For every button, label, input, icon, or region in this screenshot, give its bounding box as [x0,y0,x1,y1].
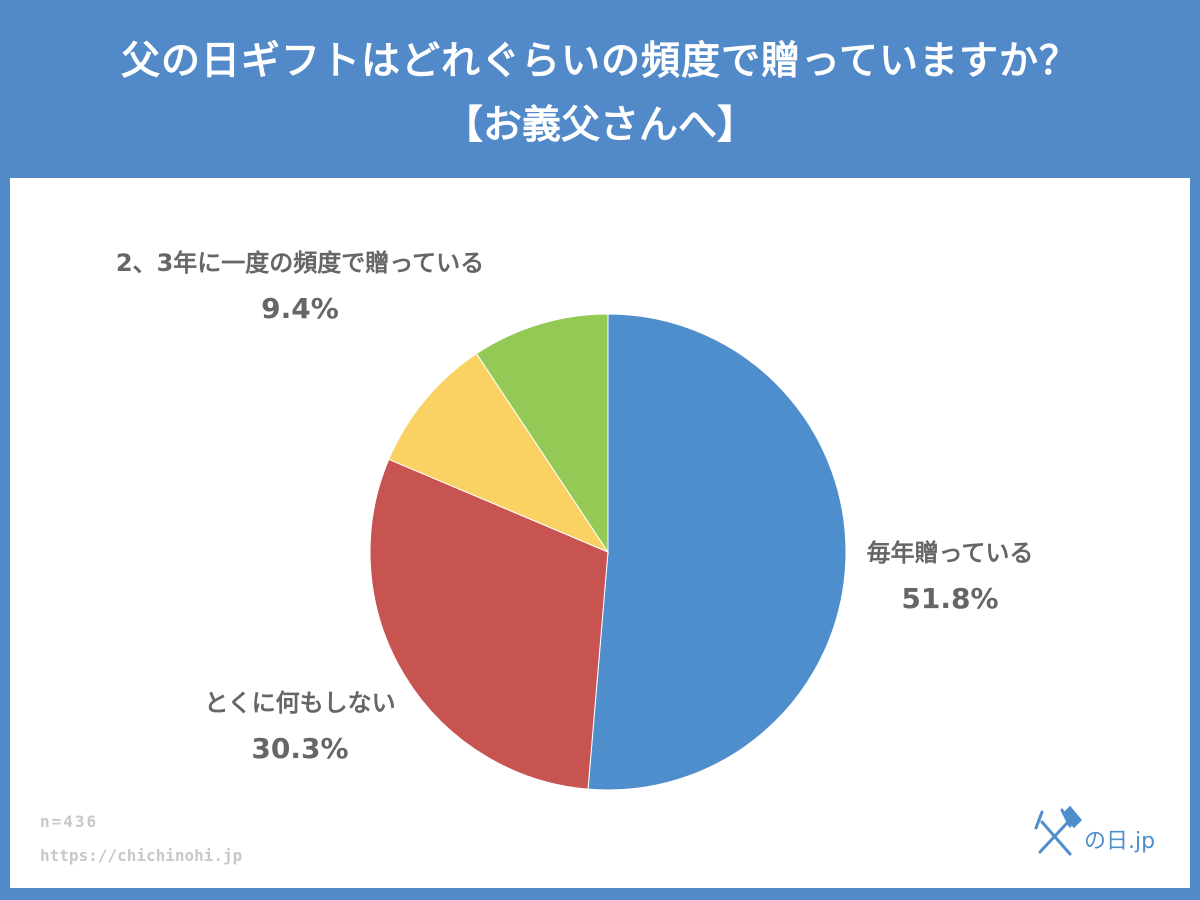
slice-label-every-few-years: 2、3年に一度の頻度で贈っている 9.4% [70,240,530,332]
slice-label-every-few-years-value: 9.4% [261,292,339,325]
source-url: https://chichinohi.jp [40,846,243,865]
chart-title: 父の日ギフトはどれぐらいの頻度で贈っていますか？ [120,39,1080,84]
slice-label-every-few-years-text: 2、3年に一度の頻度で贈っている [115,249,485,277]
slice-label-nothing-value: 30.3% [251,732,349,765]
pie-slice-nothing [369,458,609,790]
slice-label-every-year-text: 毎年贈っている [866,539,1034,567]
logo-text: の日.jp [1084,829,1155,854]
pie-slice-other [388,352,610,554]
chart-panel: 毎年贈っている 51.8% とくに何もしない 30.3% 2、3年に一度の頻度で… [10,178,1190,888]
slice-label-nothing: とくに何もしない 30.3% [180,680,420,772]
pie-slice-every-year [587,313,847,791]
site-logo: の日.jp [1020,800,1170,860]
slice-label-every-year-value: 51.8% [901,582,999,615]
logo-glyph-icon [1034,805,1083,856]
chart-subtitle: 【お義父さんへ】 [443,103,756,148]
slice-label-nothing-text: とくに何もしない [204,689,396,717]
chart-header: 父の日ギフトはどれぐらいの頻度で贈っていますか？ 【お義父さんへ】 [0,0,1200,178]
pie-chart [369,313,847,791]
pie-slice-every-few-years [475,313,609,554]
slice-label-every-year: 毎年贈っている 51.8% [840,530,1060,622]
sample-size: n=436 [40,812,99,831]
